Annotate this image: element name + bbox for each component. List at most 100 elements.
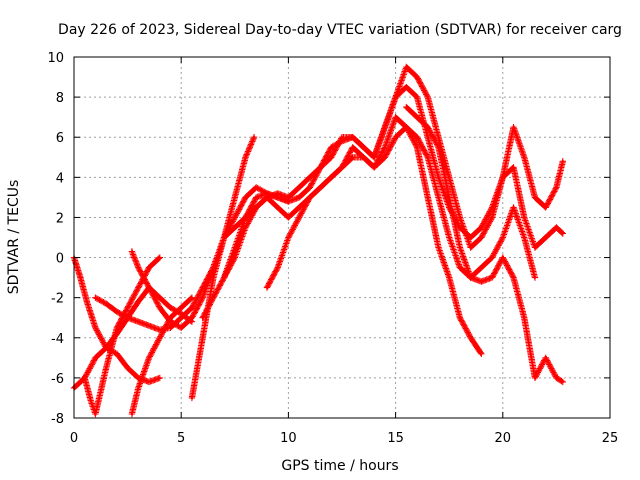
data-point [130, 250, 134, 253]
data-point [394, 115, 397, 119]
series-track-10 [263, 114, 485, 357]
data-point [276, 206, 279, 209]
data-point [94, 296, 97, 299]
data-point [158, 328, 161, 331]
axis-ticks: 0 5 10 15 20 25 -8 -6 -4 -2 0 2 4 6 8 10 [47, 51, 618, 446]
y-tick-label: 4 [56, 171, 64, 186]
data-point [287, 236, 290, 239]
data-point [190, 296, 194, 299]
data-point [158, 296, 161, 299]
data-point [115, 310, 119, 313]
data-point [85, 300, 89, 303]
x-tick-label: 25 [602, 431, 619, 446]
data-point [469, 246, 472, 249]
x-tick-label: 5 [177, 431, 185, 446]
data-point [458, 226, 462, 229]
data-point [115, 352, 119, 356]
data-point [437, 196, 440, 199]
data-point [147, 324, 151, 327]
data-point [426, 136, 429, 139]
data-point [351, 136, 354, 139]
data-point [233, 216, 236, 219]
data-point [469, 236, 472, 239]
data-point [233, 226, 236, 229]
data-point [244, 156, 247, 159]
data-point [126, 316, 129, 319]
data-point [89, 400, 93, 404]
data-point [523, 156, 526, 159]
y-tick-label: -4 [51, 332, 64, 347]
data-point [448, 276, 451, 279]
data-point [512, 206, 515, 209]
data-point [533, 196, 537, 199]
data-point [405, 105, 408, 109]
data-point [458, 246, 462, 249]
data-point [137, 286, 140, 289]
data-point [79, 276, 82, 279]
data-point [490, 256, 494, 259]
data-point [555, 376, 558, 380]
data-point [222, 276, 226, 279]
data-point [523, 316, 526, 319]
data-point [255, 186, 258, 189]
y-tick-label: 6 [56, 131, 64, 146]
data-point [265, 196, 269, 199]
data-point [147, 286, 151, 289]
data-point [372, 156, 376, 159]
data-point [561, 160, 565, 163]
data-point [340, 136, 344, 139]
data-point [147, 266, 151, 269]
data-point [244, 196, 247, 199]
data-point [405, 85, 408, 89]
data-point [180, 326, 183, 329]
data-point [94, 412, 97, 416]
data-point [297, 206, 301, 209]
data-point [276, 196, 279, 199]
data-point [158, 256, 161, 259]
data-point [362, 156, 365, 159]
data-point [130, 412, 134, 416]
data-point [555, 226, 558, 229]
data-point [351, 156, 354, 159]
data-point [147, 380, 151, 384]
data-point [480, 352, 483, 356]
data-point [362, 146, 365, 149]
data-point [244, 226, 247, 229]
data-point [137, 320, 140, 323]
data-point [490, 216, 494, 219]
data-point [415, 136, 419, 139]
data-point [297, 196, 301, 199]
data-point [480, 266, 483, 269]
data-point [405, 65, 408, 69]
data-point [426, 95, 429, 99]
data-point [319, 166, 322, 169]
data-point [383, 146, 387, 149]
data-point [104, 302, 108, 305]
data-point [340, 166, 344, 169]
data-point [265, 192, 269, 195]
data-point [201, 316, 204, 319]
plot-frame [73, 56, 611, 419]
data-point [448, 236, 451, 239]
data-point [233, 196, 236, 199]
data-point [308, 196, 312, 199]
data-point [137, 266, 140, 269]
data-point [222, 236, 226, 239]
data-point [158, 376, 161, 380]
data-point [330, 146, 333, 149]
data-point [383, 125, 387, 129]
data-point [415, 75, 419, 79]
data-point [383, 156, 387, 159]
data-point [512, 276, 515, 279]
data-point [252, 136, 256, 139]
data-point [308, 186, 312, 189]
y-tick-label: -2 [51, 292, 64, 307]
data-point [437, 136, 440, 139]
data-point [137, 300, 140, 303]
data-point [448, 176, 451, 179]
data-point [233, 256, 236, 259]
data-point [469, 336, 472, 339]
data-point [372, 166, 376, 169]
data-point [244, 216, 247, 219]
data-point [276, 266, 279, 269]
